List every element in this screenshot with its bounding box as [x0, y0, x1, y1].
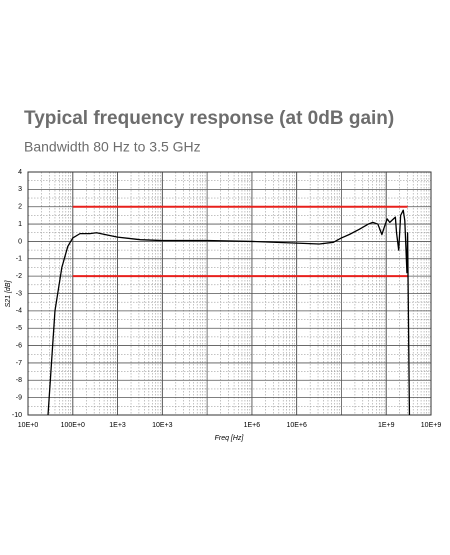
y-tick-label: 3 — [18, 186, 22, 193]
plot-frame — [27, 171, 432, 416]
y-tick-label: -2 — [16, 273, 22, 280]
line-series — [47, 209, 411, 416]
x-tick-label: 1E+3 — [109, 422, 126, 429]
y-tick-label: -9 — [16, 394, 22, 401]
x-tick-label: 10E+0 — [18, 422, 39, 429]
y-axis-label: S21 [dB] — [5, 280, 12, 308]
x-tick-label: 10E+3 — [152, 422, 173, 429]
y-tick-label: -6 — [16, 342, 22, 349]
y-tick-label: 4 — [18, 169, 22, 176]
chart-title: Typical frequency response (at 0dB gain) — [24, 108, 394, 129]
y-tick-label: -10 — [12, 412, 22, 419]
y-tick-label: -8 — [16, 377, 22, 384]
y-tick-label: -3 — [16, 290, 22, 297]
y-tick-label: -1 — [16, 256, 22, 263]
y-tick-label: -4 — [16, 308, 22, 315]
x-tick-label: 10E+6 — [286, 422, 307, 429]
x-tick-label: 100E+0 — [61, 422, 85, 429]
y-tick-label: -7 — [16, 360, 22, 367]
y-tick-label: 2 — [18, 204, 22, 211]
y-tick-label: 1 — [18, 221, 22, 228]
x-tick-label: 10E+9 — [421, 422, 442, 429]
y-tick-label: -5 — [16, 325, 22, 332]
x-tick-label: 1E+6 — [244, 422, 261, 429]
chart-subtitle: Bandwidth 80 Hz to 3.5 GHz — [24, 139, 201, 155]
x-tick-label: 1E+9 — [378, 422, 395, 429]
y-tick-label: 0 — [18, 238, 22, 245]
x-axis-label: Freq [Hz] — [215, 435, 245, 442]
